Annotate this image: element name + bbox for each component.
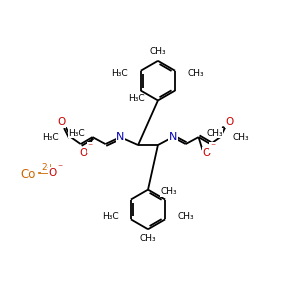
Text: H₃C: H₃C [68,129,85,138]
Text: O: O [58,117,66,127]
Text: H₃C: H₃C [42,133,59,142]
Text: CH₃: CH₃ [140,234,156,243]
Text: 2+: 2+ [41,163,54,172]
Text: ⁻: ⁻ [87,142,92,152]
Text: CH₃: CH₃ [150,47,166,56]
Text: N: N [116,132,124,142]
Text: O: O [49,168,57,178]
Text: H₃C: H₃C [128,94,145,103]
Text: O: O [225,117,233,127]
Text: ⁻: ⁻ [57,163,62,173]
Text: O: O [80,148,88,158]
Text: CH₃: CH₃ [161,187,178,196]
Text: CH₃: CH₃ [232,133,249,142]
Text: ⁻: ⁻ [210,142,215,152]
Text: CH₃: CH₃ [178,212,194,221]
Text: Co: Co [20,168,36,181]
Text: H₃C: H₃C [112,69,128,78]
Text: H₃C: H₃C [102,212,118,221]
Text: CH₃: CH₃ [188,69,204,78]
Text: N: N [169,132,177,142]
Text: CH₃: CH₃ [206,129,223,138]
Text: O: O [202,148,211,158]
